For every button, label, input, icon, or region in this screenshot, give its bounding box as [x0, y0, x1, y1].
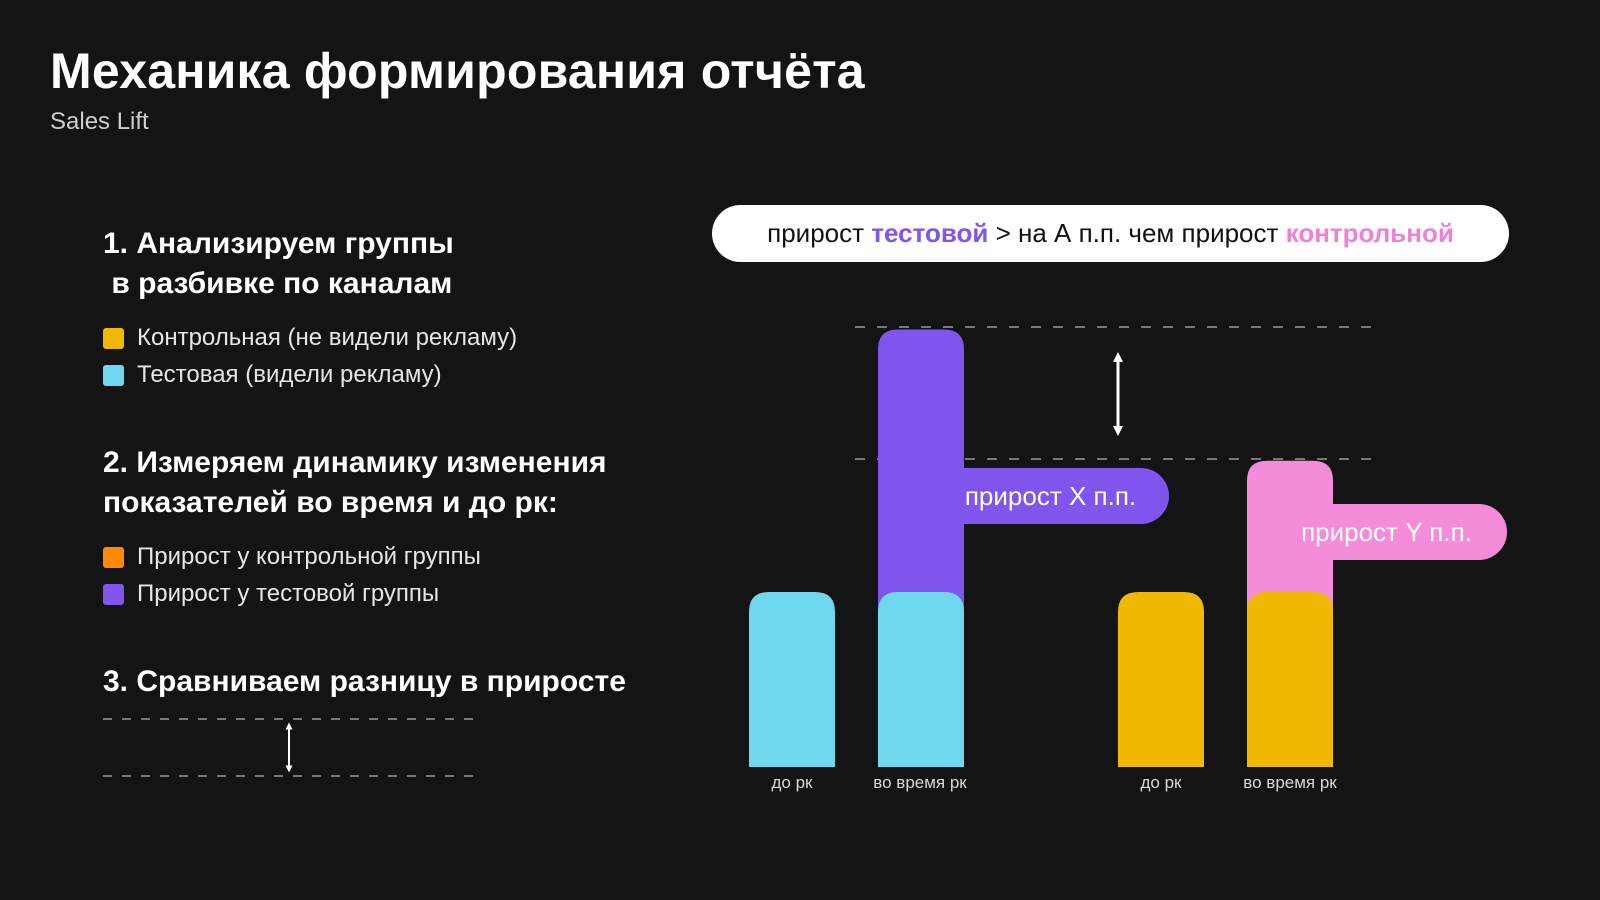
formula-control-word: контрольной — [1285, 218, 1454, 248]
legend-item-control: Контрольная (не видели рекламу) — [103, 320, 517, 356]
step-1-title: 1. Анализируем группы в разбивке по кана… — [103, 227, 454, 300]
bar-growth-test-during — [878, 329, 964, 614]
legend-swatch-test-growth — [103, 583, 124, 605]
legend-item-test: Тестовая (видели рекламу) — [103, 357, 442, 393]
legend-label-control: Контрольная (не видели рекламу) — [137, 324, 518, 351]
tick-label-test-before: до рк — [771, 773, 813, 792]
page-title: Механика формирования отчёта — [50, 43, 865, 99]
formula-test-word: тестовой — [871, 218, 989, 248]
legend-swatch-control-growth — [103, 546, 124, 568]
tick-label-control-during: во время рк — [1243, 773, 1337, 792]
legend-item-control-growth: Прирост у контрольной группы — [103, 539, 481, 575]
bar-base-test-during — [878, 592, 964, 767]
legend-swatch-test — [103, 364, 124, 386]
formula-banner: прирост тестовой > на А п.п. чем прирост… — [712, 205, 1509, 262]
bar-base-control-before — [1118, 592, 1204, 767]
legend-label-test-growth: Прирост у тестовой группы — [137, 580, 440, 607]
legend-label-control-growth: Прирост у контрольной группы — [137, 543, 481, 570]
bar-base-test-before — [749, 592, 835, 767]
step-3-title: 3. Сравниваем разницу в приросте — [103, 665, 626, 698]
pill-control-growth: прирост Y п.п. — [1266, 504, 1507, 560]
formula-prefix: прирост — [767, 218, 872, 248]
legend-swatch-control — [103, 327, 124, 349]
legend-label-test: Тестовая (видели рекламу) — [137, 361, 442, 388]
formula-middle: > на А п.п. чем прирост — [988, 218, 1286, 248]
legend-item-test-growth: Прирост у тестовой группы — [103, 576, 439, 612]
pill-test-growth: прирост X п.п. — [932, 468, 1169, 524]
step-2-title: 2. Измеряем динамику изменения показател… — [103, 446, 607, 519]
bar-base-control-during — [1247, 592, 1333, 767]
tick-label-control-before: до рк — [1140, 773, 1182, 792]
bars-group — [749, 329, 1333, 767]
page-subtitle: Sales Lift — [50, 108, 149, 135]
tick-label-test-during: во время рк — [873, 773, 967, 792]
